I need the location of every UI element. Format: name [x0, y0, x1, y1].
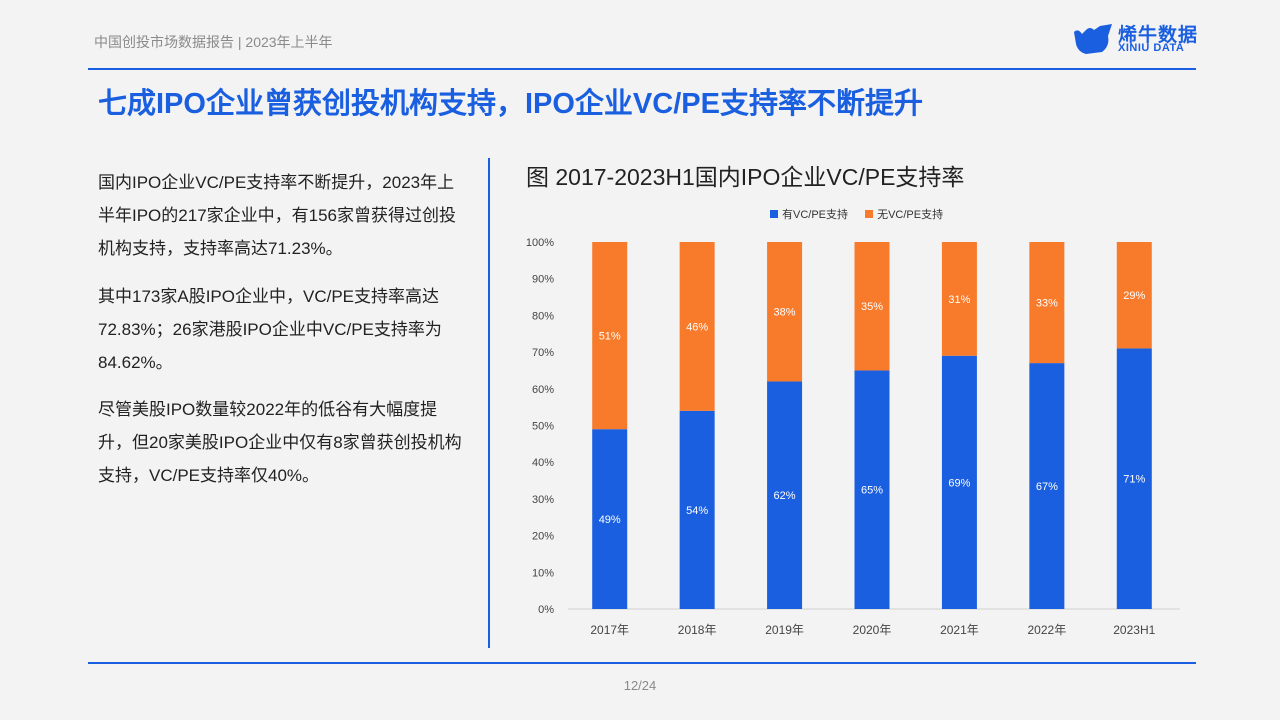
header-rule — [88, 68, 1196, 70]
y-tick-label: 90% — [532, 274, 554, 286]
bar-novc — [592, 242, 628, 430]
x-tick-label: 2023H1 — [1113, 623, 1155, 637]
report-subtitle: 中国创投市场数据报告 | 2023年上半年 — [94, 34, 333, 50]
chart-legend: 有VC/PE支持 无VC/PE支持 — [770, 206, 957, 222]
bar-vc — [592, 429, 628, 609]
bar-vc — [679, 410, 715, 609]
legend-swatch-vc — [770, 210, 778, 218]
y-tick-label: 50% — [532, 421, 554, 433]
data-label-novc: 33% — [1036, 298, 1058, 310]
y-tick-label: 30% — [532, 494, 554, 506]
data-label-vc: 54% — [686, 505, 708, 517]
data-label-novc: 35% — [861, 301, 883, 313]
legend-label-vc: 有VC/PE支持 — [782, 209, 849, 221]
data-label-novc: 46% — [686, 321, 708, 333]
data-label-novc: 38% — [774, 307, 796, 319]
bar-vc — [854, 370, 890, 609]
brand-logo: 烯牛数据 XINIU DATA — [1072, 20, 1202, 60]
page-number: 12/24 — [623, 678, 657, 693]
data-label-novc: 29% — [1123, 290, 1145, 302]
stacked-bar-chart: 0% 10% 20% 30% 40% 50% 60% 70% 80% 90% 100% 49% 51% 2… — [526, 237, 1180, 637]
bar-novc — [854, 242, 890, 371]
x-tick-label: 2022年 — [1028, 623, 1067, 637]
paragraph-3: 尽管美股IPO数量较2022年的低谷有大幅度提升，但20家美股IPO企业中仅有8… — [98, 400, 462, 485]
bar-vc — [767, 381, 803, 609]
y-tick-label: 60% — [532, 384, 554, 396]
x-tick-label: 2017年 — [590, 623, 629, 637]
bar-vc — [941, 355, 977, 609]
logo-cn-text: 烯牛数据 — [1118, 25, 1199, 46]
bar-novc — [767, 242, 803, 382]
y-tick-label: 80% — [532, 310, 554, 322]
legend-swatch-novc — [865, 210, 874, 218]
y-tick-label: 10% — [532, 567, 554, 579]
x-tick-label: 2021年 — [940, 623, 979, 637]
data-label-vc: 69% — [948, 477, 970, 489]
y-tick-label: 40% — [532, 457, 554, 469]
paragraph-2: 其中173家A股IPO企业中，VC/PE支持率高达72.83%；26家港股IPO… — [98, 287, 442, 372]
x-tick-label: 2020年 — [853, 623, 892, 637]
y-tick-label: 100% — [526, 237, 554, 249]
bar-vc — [1116, 348, 1152, 609]
logo-en-text: XINIU DATA — [1118, 42, 1185, 54]
bar-novc — [941, 242, 977, 356]
paragraph-1: 国内IPO企业VC/PE支持率不断提升，2023年上半年IPO的217家企业中，… — [98, 173, 457, 258]
y-tick-label: 0% — [538, 604, 554, 616]
bar-novc — [1116, 242, 1152, 349]
data-label-vc: 49% — [599, 514, 621, 526]
bar-novc — [1029, 242, 1065, 364]
data-label-novc: 51% — [599, 331, 621, 343]
page-title: 七成IPO企业曾获创投机构支持，IPO企业VC/PE支持率不断提升 — [98, 88, 923, 120]
vertical-divider — [488, 158, 490, 648]
data-label-vc: 62% — [774, 490, 796, 502]
footer-rule — [88, 662, 1196, 664]
y-tick-label: 70% — [532, 347, 554, 359]
data-label-novc: 31% — [948, 294, 970, 306]
data-label-vc: 65% — [861, 485, 883, 497]
chart-title: 图 2017-2023H1国内IPO企业VC/PE支持率 — [526, 164, 965, 190]
data-label-vc: 67% — [1036, 481, 1058, 493]
x-tick-label: 2018年 — [678, 623, 717, 637]
x-tick-label: 2019年 — [765, 623, 804, 637]
rhino-logo-icon — [1074, 24, 1112, 54]
data-label-vc: 71% — [1123, 474, 1145, 486]
bar-vc — [1029, 363, 1065, 609]
legend-label-novc: 无VC/PE支持 — [877, 209, 944, 221]
y-tick-label: 20% — [532, 531, 554, 543]
bar-novc — [679, 242, 715, 411]
legend-item-novc: 无VC/PE支持 — [865, 206, 943, 222]
legend-item-vc: 有VC/PE支持 — [770, 206, 848, 222]
